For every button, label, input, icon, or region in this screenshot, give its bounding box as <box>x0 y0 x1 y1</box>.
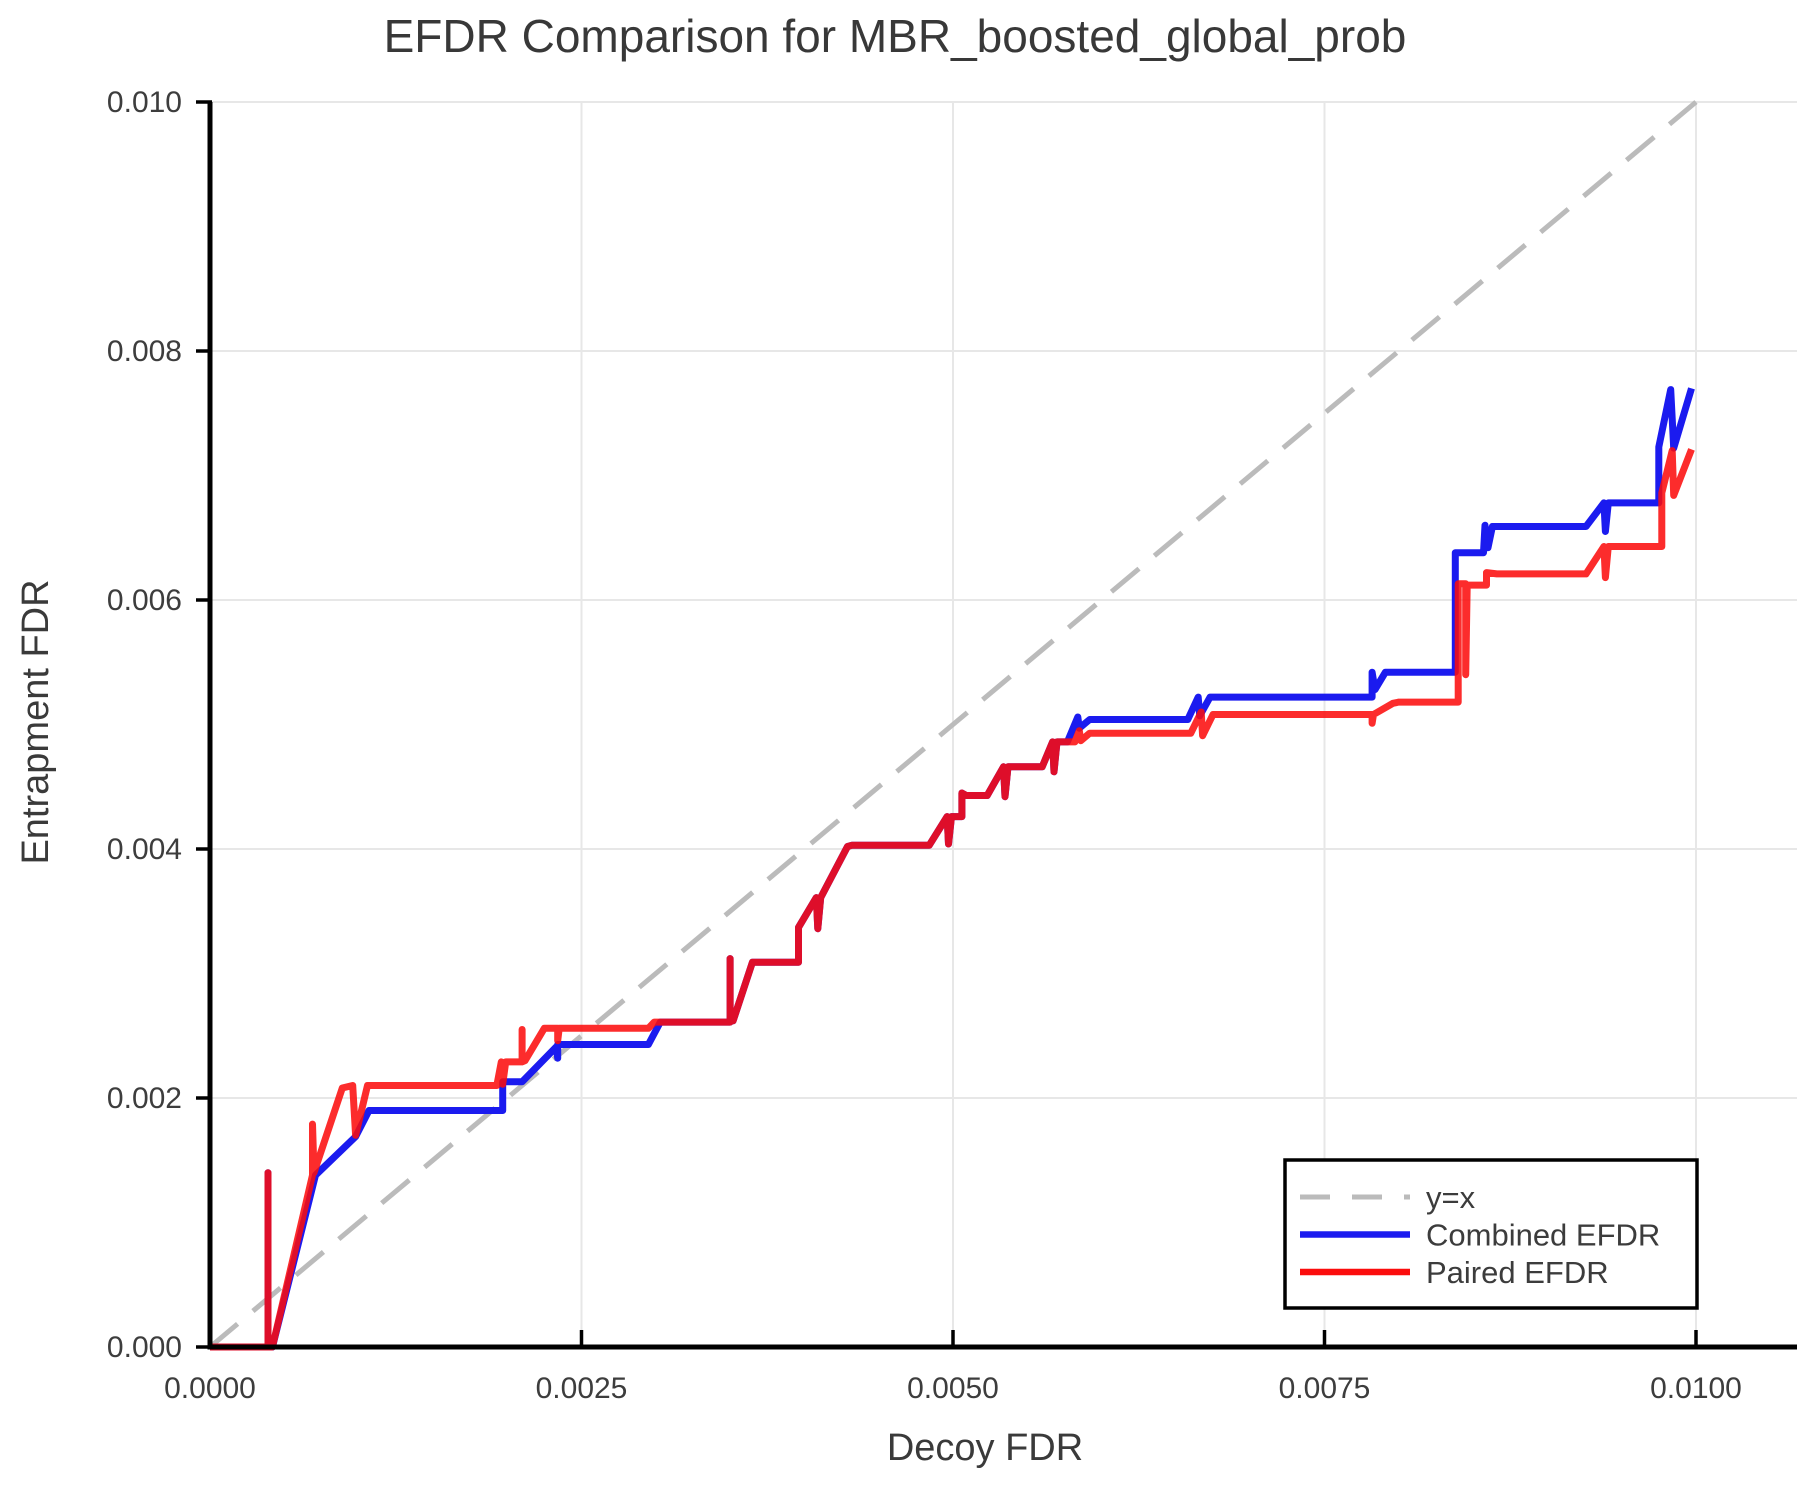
legend-label: Paired EFDR <box>1426 1255 1609 1290</box>
y-tick-label: 0.004 <box>107 833 182 866</box>
x-axis-title: Decoy FDR <box>887 1427 1083 1469</box>
chart-title: EFDR Comparison for MBR_boosted_global_p… <box>384 10 1407 62</box>
x-tick-label: 0.0025 <box>536 1372 628 1405</box>
x-tick-label: 0.0100 <box>1650 1372 1742 1405</box>
x-tick-label: 0.0075 <box>1279 1372 1371 1405</box>
y-tick-label: 0.006 <box>107 584 182 617</box>
y-axis-title: Entrapment FDR <box>15 579 57 864</box>
axis-spines <box>207 102 1797 1350</box>
series-paired-efdr <box>210 447 1695 1351</box>
series-layer <box>208 100 1698 1351</box>
legend-label: y=x <box>1426 1180 1476 1215</box>
legend-label: Combined EFDR <box>1426 1218 1660 1253</box>
y-tick-label: 0.002 <box>107 1082 182 1115</box>
series-y-x <box>208 100 1698 1349</box>
y-tick-label: 0.008 <box>107 335 182 368</box>
tick-layer: 0.0000 0.0025 0.0050 0.0075 0.0100 0.000 0.002… <box>107 86 1742 1405</box>
x-tick-label: 0.0000 <box>164 1372 256 1405</box>
y-tick-label: 0.000 <box>107 1331 182 1364</box>
y-tick-label: 0.010 <box>107 86 182 119</box>
x-tick-label: 0.0050 <box>907 1372 999 1405</box>
